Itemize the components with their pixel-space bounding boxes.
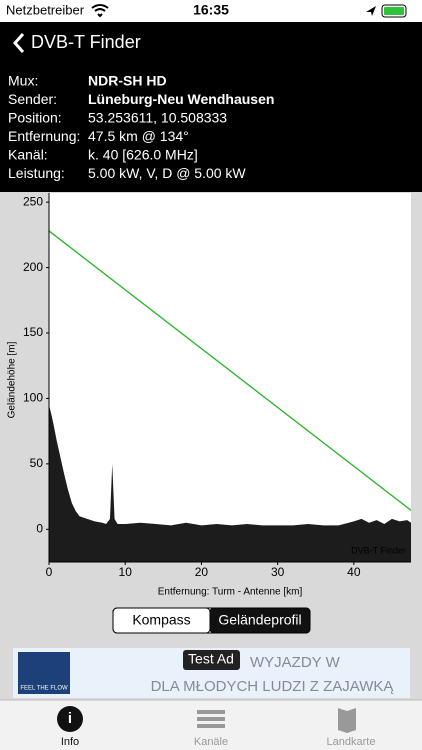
- map-icon: [338, 708, 356, 733]
- info-value: 47.5 km @ 134°: [88, 128, 189, 144]
- y-tick-label: 200: [23, 260, 43, 274]
- tabs: Info Kanäle Landkarte: [61, 736, 376, 748]
- annotation: DVB-T Finder: [351, 545, 406, 555]
- tab-label: Kanäle: [194, 736, 228, 748]
- chart: 0 50 100 150 200 250 0 10 20 30 40 DVB-T Finder Entf…: [7, 193, 412, 598]
- ad-brand: FEEL THE FLOW: [20, 686, 68, 692]
- y-axis-label: Geländehöhe [m]: [7, 341, 18, 418]
- tab-label: Info: [61, 736, 79, 748]
- battery: [381, 4, 407, 18]
- info-value: NDR-SH HD: [88, 73, 167, 89]
- info-label: Leistung:: [8, 165, 65, 181]
- y-tick-label: 150: [23, 325, 43, 339]
- nav-title: DVB-T Finder: [31, 32, 141, 52]
- info-icon-glyph: i: [68, 710, 72, 727]
- ad-line1: WYJAZDY W: [250, 654, 341, 671]
- tab-label: Landkarte: [327, 736, 376, 748]
- x-tick-label: 20: [195, 565, 209, 579]
- x-axis-label: Entfernung: Turm - Antenne [km]: [158, 587, 303, 598]
- y-tick-label: 250: [23, 194, 43, 208]
- info-label: Sender:: [8, 91, 57, 107]
- back-button[interactable]: [12, 33, 25, 53]
- plot-area: [49, 193, 411, 562]
- ad-line2: DLA MŁODYCH LUDZI Z ZAJAWKĄ: [151, 678, 395, 695]
- segment[interactable]: [209, 607, 311, 634]
- line-of-sight: [48, 230, 412, 511]
- info-icon: [57, 706, 83, 732]
- segments: Kompass Geländeprofil: [112, 607, 311, 634]
- ad-badge-bg: [183, 650, 240, 670]
- terrain-area: [49, 404, 411, 562]
- segment-label: Geländeprofil: [218, 612, 301, 628]
- y-tick-label: 50: [30, 456, 44, 470]
- info-label: Position:: [8, 110, 62, 126]
- y-tick-label: 100: [23, 391, 43, 405]
- clock: 16:35: [193, 2, 229, 18]
- info-panel: Mux: NDR-SH HD Sender: Lüneburg-Neu Wendhau…: [8, 73, 274, 182]
- wifi-icon: [91, 4, 109, 18]
- x-tick-label: 0: [46, 565, 53, 579]
- info-label: Entfernung:: [8, 128, 80, 144]
- battery-level: [384, 7, 404, 15]
- info-label: Kanäl:: [8, 147, 48, 163]
- info-value: 5.00 kW, V, D @ 5.00 kW: [88, 165, 246, 181]
- x-tick-label: 10: [119, 565, 133, 579]
- x-tick-label: 40: [347, 565, 361, 579]
- carrier: Netzbetreiber: [6, 2, 85, 17]
- ad-logo: [18, 652, 70, 694]
- location-icon: [366, 6, 376, 16]
- info-label: Mux:: [8, 73, 38, 89]
- info-value: 53.253611, 10.508333: [88, 110, 227, 126]
- info-value: k. 40 [626.0 MHz]: [88, 147, 198, 163]
- y-tick-label: 0: [36, 521, 43, 535]
- channels-icon: [197, 710, 225, 728]
- x-tick-label: 30: [271, 565, 285, 579]
- segment-label: Kompass: [132, 612, 190, 628]
- info-value: Lüneburg-Neu Wendhausen: [88, 91, 274, 107]
- ad-badge: Test Ad: [188, 651, 234, 667]
